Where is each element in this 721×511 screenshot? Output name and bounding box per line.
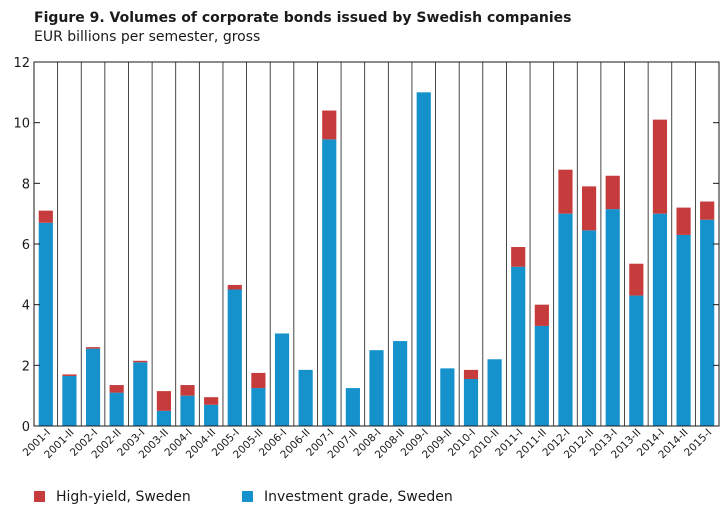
- bar-high-yield-2014-II: [676, 207, 691, 235]
- bar-investment-grade-2010-II: [487, 359, 502, 426]
- bar-high-yield-2014-I: [652, 119, 668, 214]
- bar-high-yield-2005-I: [227, 284, 242, 290]
- bar-high-yield-2001-II: [62, 374, 77, 376]
- bar-high-yield-2002-II: [109, 385, 124, 393]
- bar-investment-grade-2013-II: [629, 295, 644, 426]
- legend-label-high-yield: High-yield, Sweden: [56, 489, 191, 505]
- bar-high-yield-2001-I: [38, 210, 53, 223]
- bar-investment-grade-2008-I: [369, 350, 384, 426]
- bar-high-yield-2011-II: [534, 304, 549, 326]
- bar-investment-grade-2004-I: [180, 395, 195, 426]
- bar-investment-grade-2001-II: [62, 375, 77, 426]
- axes-group: [33, 61, 720, 427]
- bar-investment-grade-2013-I: [605, 209, 620, 426]
- bar-high-yield-2015-I: [700, 201, 715, 220]
- bar-investment-grade-2006-II: [298, 369, 313, 426]
- y-tick-label: 12: [13, 56, 30, 71]
- bar-high-yield-2003-I: [133, 360, 148, 363]
- y-tick-label: 8: [22, 177, 30, 192]
- bar-investment-grade-2001-I: [38, 222, 53, 426]
- bar-investment-grade-2009-II: [440, 368, 455, 426]
- chart-title: Figure 9. Volumes of corporate bonds iss…: [34, 10, 572, 26]
- x-tick-labels: 2001-I2001-II2002-I2002-II2003-I2003-II2…: [21, 427, 715, 461]
- bar-investment-grade-2002-I: [85, 348, 101, 426]
- y-tick-label: 4: [22, 299, 30, 314]
- bar-high-yield-2002-I: [85, 347, 101, 349]
- chart-subtitle: EUR billions per semester, gross: [34, 29, 261, 45]
- bar-investment-grade-2005-I: [227, 289, 242, 426]
- y-tick-label: 6: [22, 238, 30, 253]
- bar-investment-grade-2011-I: [511, 266, 526, 426]
- bar-investment-grade-2007-I: [322, 139, 337, 426]
- bar-investment-grade-2005-II: [251, 388, 266, 426]
- bar-investment-grade-2004-II: [204, 404, 219, 426]
- bar-investment-grade-2015-I: [700, 219, 715, 426]
- bar-investment-grade-2008-II: [393, 341, 408, 426]
- bar-investment-grade-2006-I: [274, 333, 290, 426]
- bar-investment-grade-2009-I: [416, 92, 431, 426]
- bar-investment-grade-2014-II: [676, 234, 691, 426]
- bar-investment-grade-2012-I: [558, 213, 573, 426]
- legend-label-investment-grade: Investment grade, Sweden: [264, 489, 453, 505]
- bar-high-yield-2007-I: [322, 110, 337, 140]
- bar-high-yield-2010-I: [463, 369, 479, 379]
- bar-high-yield-2012-II: [582, 186, 597, 231]
- bar-investment-grade-2011-II: [534, 325, 549, 426]
- y-tick-label: 2: [22, 359, 30, 374]
- bar-high-yield-2003-II: [156, 391, 171, 411]
- bar-high-yield-2005-II: [251, 372, 266, 389]
- bar-investment-grade-2002-II: [109, 392, 124, 426]
- bar-investment-grade-2012-II: [582, 230, 597, 426]
- legend-swatch-high-yield: [34, 491, 45, 502]
- bar-investment-grade-2007-II: [345, 388, 360, 426]
- legend-swatch-investment-grade: [242, 491, 253, 502]
- bar-high-yield-2004-II: [204, 397, 219, 405]
- plot-frame: [33, 61, 720, 427]
- bar-high-yield-2013-II: [629, 263, 644, 296]
- y-tick-label: 10: [13, 117, 30, 132]
- bar-high-yield-2013-I: [605, 175, 620, 210]
- bar-investment-grade-2003-I: [133, 362, 148, 426]
- bar-high-yield-2004-I: [180, 385, 195, 396]
- bar-investment-grade-2010-I: [463, 378, 479, 426]
- bar-investment-grade-2014-I: [652, 213, 668, 426]
- y-tick-label: 0: [22, 420, 30, 435]
- bars-group: [38, 92, 715, 426]
- bar-high-yield-2011-I: [511, 247, 526, 267]
- bar-investment-grade-2003-II: [156, 410, 171, 426]
- y-tick-labels: 0 2 4 6 8 10 12: [13, 56, 30, 435]
- bar-high-yield-2012-I: [558, 169, 573, 214]
